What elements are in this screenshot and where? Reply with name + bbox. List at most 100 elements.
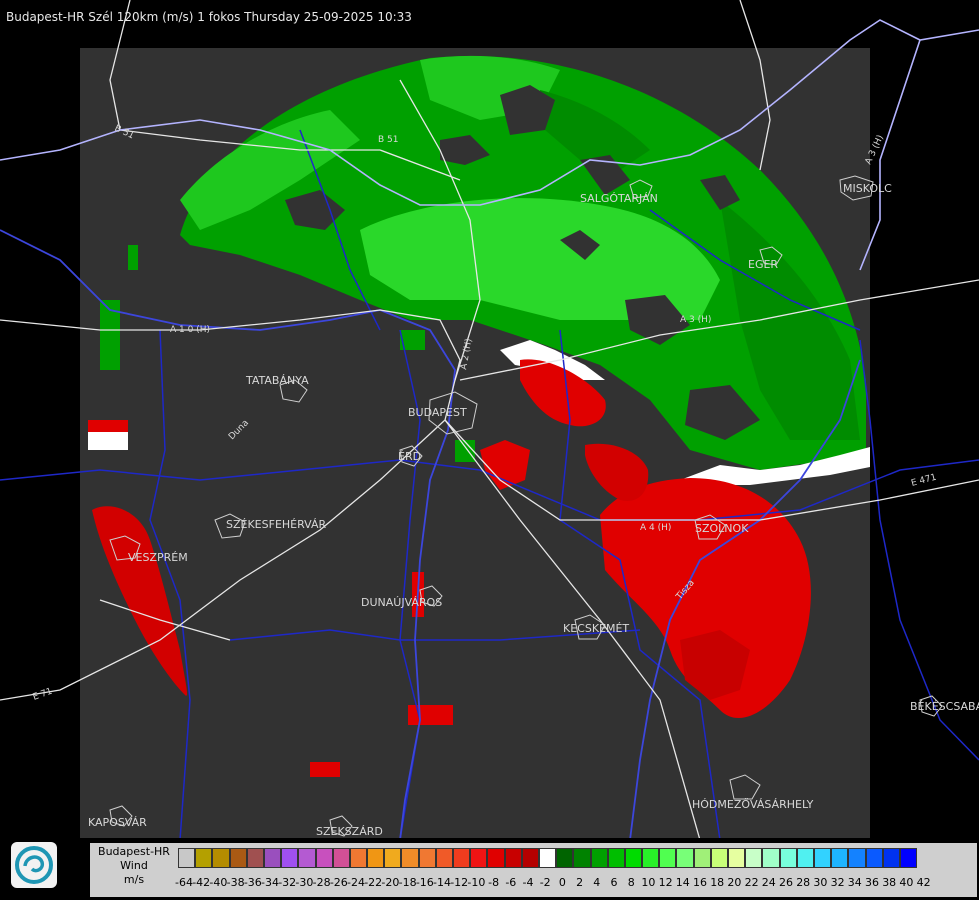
- legend-swatch: [813, 848, 832, 868]
- legend-swatch: [263, 848, 282, 868]
- legend-swatch: [349, 848, 368, 868]
- legend-tick-label: 28: [796, 876, 811, 889]
- legend-swatch: [401, 848, 419, 868]
- legend-tick-label: -6: [505, 876, 517, 889]
- legend-tick-label: -34: [261, 876, 279, 889]
- legend-swatch: [779, 848, 797, 868]
- legend-swatch: [212, 848, 230, 868]
- legend-tick-label: 20: [727, 876, 742, 889]
- legend-swatch: [298, 848, 316, 868]
- legend-tick-label: -24: [347, 876, 365, 889]
- legend-station: Budapest-HR: [98, 845, 170, 858]
- color-legend: Budapest-HR Wind m/s -64 -42 -40 -38 -36 -34-…: [90, 843, 977, 897]
- legend-tick-label: -40: [209, 876, 228, 889]
- legend-swatch: [418, 848, 436, 868]
- legend-swatch: [831, 848, 849, 868]
- legend-swatch: [745, 848, 763, 868]
- legend-tick-label: -42: [192, 876, 211, 889]
- legend-swatch: [710, 848, 728, 868]
- legend-swatch: [882, 848, 900, 868]
- legend-swatch: [504, 848, 522, 868]
- legend-swatch: [693, 848, 711, 868]
- city-label: DUNAÚJVÁROS: [361, 596, 442, 609]
- legend-swatch: [487, 848, 505, 868]
- legend-swatch: [642, 848, 660, 868]
- legend-tick-label: 10: [641, 876, 656, 889]
- radar-map: SALGÓTARJÁN MISKOLC EGER TATABÁNYA BUDAP…: [0, 0, 979, 840]
- legend-tick-label: 36: [865, 876, 879, 889]
- city-label: BUDAPEST: [408, 406, 467, 419]
- legend-tick-label: -32: [278, 876, 297, 889]
- city-outlines: [109, 175, 943, 837]
- legend-swatch: [332, 848, 350, 868]
- green-echoes: [100, 55, 866, 471]
- legend-tick-label: 16: [693, 876, 707, 889]
- road-label: A 1 0 (H): [170, 325, 210, 335]
- legend-tick-label: -22: [364, 876, 383, 889]
- city-label: VESZPRÉM: [128, 551, 188, 564]
- city-label: EGER: [748, 258, 778, 271]
- city-label: SZÉKESFEHÉRVÁR: [226, 518, 327, 531]
- legend-tick-label: -10: [467, 876, 486, 889]
- legend-swatch: [607, 848, 625, 868]
- legend-tick-label: 40: [899, 876, 914, 889]
- national-border: [0, 19, 979, 271]
- legend-tick-label: 14: [675, 876, 690, 889]
- red-echoes: [88, 359, 811, 777]
- legend-tick-label: -38: [226, 876, 245, 889]
- legend-tick-label: 26: [779, 876, 793, 889]
- legend-swatch: [470, 848, 488, 868]
- legend-tick-label: 30: [813, 876, 828, 889]
- legend-swatch: [796, 848, 814, 868]
- legend-tick-label: 38: [882, 876, 897, 889]
- legend-tick-label: -12: [450, 876, 469, 889]
- legend-tick-label: 2: [576, 876, 584, 889]
- legend-tick-label: 6: [610, 876, 618, 889]
- city-label: HÓDMEZŐVÁSÁRHELY: [692, 797, 814, 811]
- city-label: SZEKSZÁRD: [316, 825, 383, 838]
- legend-swatch: [728, 848, 746, 868]
- road-label: A 3 (H): [680, 315, 711, 325]
- legend-tick-label: -2: [539, 876, 551, 889]
- legend-product: Wind: [120, 859, 148, 872]
- city-label: TATABÁNYA: [245, 374, 309, 387]
- legend-swatch: [246, 848, 264, 868]
- legend-swatch: [384, 848, 402, 868]
- city-label: BÉKÉSCSABA: [910, 700, 979, 713]
- legend-swatch: [178, 848, 196, 868]
- legend-swatch: [624, 848, 643, 868]
- legend-tick-label: 24: [761, 876, 776, 889]
- legend-tick-label: -14: [433, 876, 451, 889]
- legend-swatch: [315, 848, 333, 868]
- legend-label: Budapest-HR Wind m/s: [90, 845, 178, 887]
- legend-swatch: [453, 848, 471, 868]
- legend-swatch: [762, 848, 780, 868]
- legend-swatches: [178, 848, 918, 868]
- legend-swatch: [435, 848, 453, 868]
- legend-tick-label: 8: [627, 876, 635, 889]
- legend-swatch: [848, 848, 866, 868]
- legend-tick-label: -18: [398, 876, 417, 889]
- legend-tick-label: -30: [295, 876, 314, 889]
- roads: [0, 0, 979, 840]
- legend-swatch: [590, 848, 608, 868]
- legend-tick-label: 32: [830, 876, 845, 889]
- legend-tick-label: -16: [415, 876, 434, 889]
- legend-tick-label: -20: [381, 876, 400, 889]
- legend-swatch: [281, 848, 299, 868]
- legend-tick-label: 34: [847, 876, 862, 889]
- legend-swatch: [676, 848, 694, 868]
- legend-swatch: [367, 848, 385, 868]
- rivers: [0, 229, 861, 840]
- legend-tick-label: 12: [658, 876, 673, 889]
- city-labels: SALGÓTARJÁN MISKOLC EGER TATABÁNYA BUDAP…: [88, 182, 979, 838]
- service-logo-icon: [11, 842, 57, 888]
- city-label: KAPOSVÁR: [88, 816, 147, 829]
- legend-tick-label: -36: [243, 876, 262, 889]
- legend-swatch: [865, 848, 883, 868]
- city-label: ÉRD: [398, 450, 421, 463]
- road-label: A 4 (H): [640, 523, 671, 533]
- city-label: SZOLNOK: [695, 522, 749, 535]
- legend-swatch: [899, 848, 918, 868]
- legend-tick-label: 22: [744, 876, 759, 889]
